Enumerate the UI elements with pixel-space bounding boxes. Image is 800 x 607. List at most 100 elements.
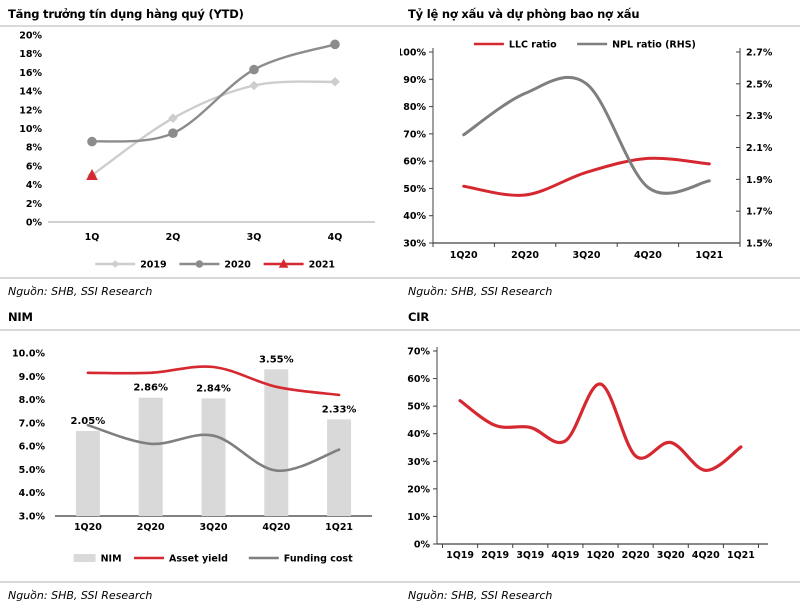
svg-text:70%: 70%: [407, 347, 430, 358]
svg-text:100%: 100%: [400, 48, 426, 59]
svg-text:4Q20: 4Q20: [692, 550, 720, 561]
charts-row-1: 20% 18% 16% 14% 12% 10% 8% 6% 4% 2% 0% 1Q 2Q 3Q 4Q 2019…: [0, 27, 800, 277]
svg-text:4%: 4%: [26, 180, 43, 191]
titles-row-1: Tăng trưởng tín dụng hàng quý (YTD) Tỷ l…: [0, 0, 800, 25]
nim-panel: 10.0% 9.0% 8.0% 7.0% 6.0% 5.0% 4.0% 3.0% 1Q20 2Q2…: [0, 331, 400, 581]
sources-row-2: Nguồn: SHB, SSI Research Nguồn: SHB, SSI…: [0, 583, 800, 607]
svg-text:2Q19: 2Q19: [481, 550, 509, 561]
svg-text:2019: 2019: [140, 260, 166, 271]
svg-text:4Q: 4Q: [328, 232, 343, 243]
svg-text:0%: 0%: [414, 540, 431, 551]
svg-text:8%: 8%: [26, 143, 43, 154]
svg-text:10%: 10%: [19, 124, 42, 135]
svg-text:3Q20: 3Q20: [200, 522, 228, 533]
npl-llc-panel: 100% 90% 80% 70% 60% 50% 40% 30% 2.7% 2.5% 2.3% 2.1…: [400, 27, 800, 277]
svg-text:1.5%: 1.5%: [746, 239, 773, 250]
svg-text:4.0%: 4.0%: [19, 488, 46, 499]
svg-text:20%: 20%: [407, 484, 430, 495]
svg-text:1Q21: 1Q21: [695, 250, 723, 261]
credit-growth-panel: 20% 18% 16% 14% 12% 10% 8% 6% 4% 2% 0% 1Q 2Q 3Q 4Q 2019…: [0, 27, 400, 277]
chart-title-npl-llc: Tỷ lệ nợ xấu và dự phòng bao nợ xấu: [408, 7, 640, 21]
charts-row-2: 10.0% 9.0% 8.0% 7.0% 6.0% 5.0% 4.0% 3.0% 1Q20 2Q2…: [0, 331, 800, 581]
svg-text:12%: 12%: [19, 105, 42, 116]
svg-text:10.0%: 10.0%: [12, 349, 45, 360]
svg-text:2.84%: 2.84%: [196, 383, 231, 394]
credit-growth-chart: 20% 18% 16% 14% 12% 10% 8% 6% 4% 2% 0% 1Q 2Q 3Q 4Q 2019…: [19, 31, 375, 271]
cir-panel: 70% 60% 50% 40% 30% 20% 10% 0% 1Q19 2Q19 3Q19 4Q19 1…: [400, 331, 800, 581]
cir-chart: 70% 60% 50% 40% 30% 20% 10% 0% 1Q19 2Q19 3Q19 4Q19 1…: [407, 347, 768, 561]
svg-text:90%: 90%: [403, 75, 426, 86]
svg-text:2Q20: 2Q20: [622, 550, 650, 561]
svg-text:2.7%: 2.7%: [746, 48, 773, 59]
svg-text:7.0%: 7.0%: [19, 418, 46, 429]
svg-text:60%: 60%: [403, 157, 426, 168]
divider: [0, 329, 800, 331]
svg-text:6%: 6%: [26, 161, 43, 172]
svg-text:30%: 30%: [407, 457, 430, 468]
source-note: Nguồn: SHB, SSI Research: [8, 589, 153, 602]
svg-text:9.0%: 9.0%: [19, 372, 46, 383]
svg-text:50%: 50%: [403, 184, 426, 195]
sources-row-1: Nguồn: SHB, SSI Research Nguồn: SHB, SSI…: [0, 279, 800, 303]
svg-text:4Q20: 4Q20: [262, 522, 290, 533]
svg-text:2.3%: 2.3%: [746, 111, 773, 122]
divider: [0, 581, 800, 583]
svg-text:1Q21: 1Q21: [325, 522, 353, 533]
divider: [0, 25, 800, 27]
svg-text:4Q20: 4Q20: [634, 250, 662, 261]
svg-text:2020: 2020: [224, 260, 251, 271]
svg-text:2021: 2021: [309, 260, 335, 271]
svg-text:Asset yield: Asset yield: [169, 554, 228, 565]
svg-text:NPL ratio (RHS): NPL ratio (RHS): [612, 40, 696, 51]
svg-text:2.5%: 2.5%: [746, 79, 773, 90]
svg-text:3Q20: 3Q20: [657, 550, 685, 561]
svg-text:3Q20: 3Q20: [573, 250, 601, 261]
svg-text:10%: 10%: [407, 512, 430, 523]
svg-text:1Q20: 1Q20: [74, 522, 102, 533]
svg-text:1.9%: 1.9%: [746, 175, 773, 186]
svg-text:80%: 80%: [403, 102, 426, 113]
svg-text:8.0%: 8.0%: [19, 395, 46, 406]
source-note: Nguồn: SHB, SSI Research: [408, 285, 553, 298]
svg-text:0%: 0%: [26, 218, 43, 229]
svg-text:2.86%: 2.86%: [133, 383, 168, 394]
svg-text:Funding cost: Funding cost: [284, 554, 353, 565]
svg-text:16%: 16%: [19, 68, 42, 79]
svg-text:3.0%: 3.0%: [19, 512, 46, 523]
svg-text:2Q: 2Q: [166, 232, 181, 243]
svg-text:5.0%: 5.0%: [19, 465, 46, 476]
svg-text:2%: 2%: [26, 199, 43, 210]
source-note: Nguồn: SHB, SSI Research: [8, 285, 153, 298]
svg-text:1Q19: 1Q19: [446, 550, 474, 561]
chart-title-cir: CIR: [408, 310, 429, 324]
svg-text:NIM: NIM: [101, 554, 122, 565]
svg-text:2.05%: 2.05%: [71, 416, 106, 427]
svg-text:2Q20: 2Q20: [511, 250, 539, 261]
svg-text:1Q20: 1Q20: [450, 250, 478, 261]
svg-text:70%: 70%: [403, 129, 426, 140]
svg-text:40%: 40%: [407, 429, 430, 440]
chart-title-nim: NIM: [8, 310, 33, 324]
svg-text:1Q: 1Q: [85, 232, 100, 243]
svg-text:1Q21: 1Q21: [727, 550, 755, 561]
svg-text:2.33%: 2.33%: [322, 404, 357, 415]
source-note: Nguồn: SHB, SSI Research: [408, 589, 553, 602]
svg-text:1Q20: 1Q20: [587, 550, 615, 561]
chart-title-credit-growth: Tăng trưởng tín dụng hàng quý (YTD): [8, 7, 244, 21]
svg-text:6.0%: 6.0%: [19, 442, 46, 453]
npl-llc-chart: 100% 90% 80% 70% 60% 50% 40% 30% 2.7% 2.5% 2.3% 2.1…: [400, 40, 773, 262]
svg-text:14%: 14%: [19, 87, 42, 98]
svg-text:40%: 40%: [403, 211, 426, 222]
svg-text:20%: 20%: [19, 31, 42, 42]
svg-text:2.1%: 2.1%: [746, 143, 773, 154]
titles-row-2: NIM CIR: [0, 303, 800, 329]
nim-chart: 10.0% 9.0% 8.0% 7.0% 6.0% 5.0% 4.0% 3.0% 1Q20 2Q2…: [12, 349, 372, 565]
svg-text:50%: 50%: [407, 402, 430, 413]
svg-text:18%: 18%: [19, 49, 42, 60]
svg-text:LLC ratio: LLC ratio: [509, 40, 557, 51]
svg-text:2Q20: 2Q20: [137, 522, 165, 533]
svg-text:30%: 30%: [403, 239, 426, 250]
svg-text:1.7%: 1.7%: [746, 207, 773, 218]
divider: [0, 277, 800, 279]
